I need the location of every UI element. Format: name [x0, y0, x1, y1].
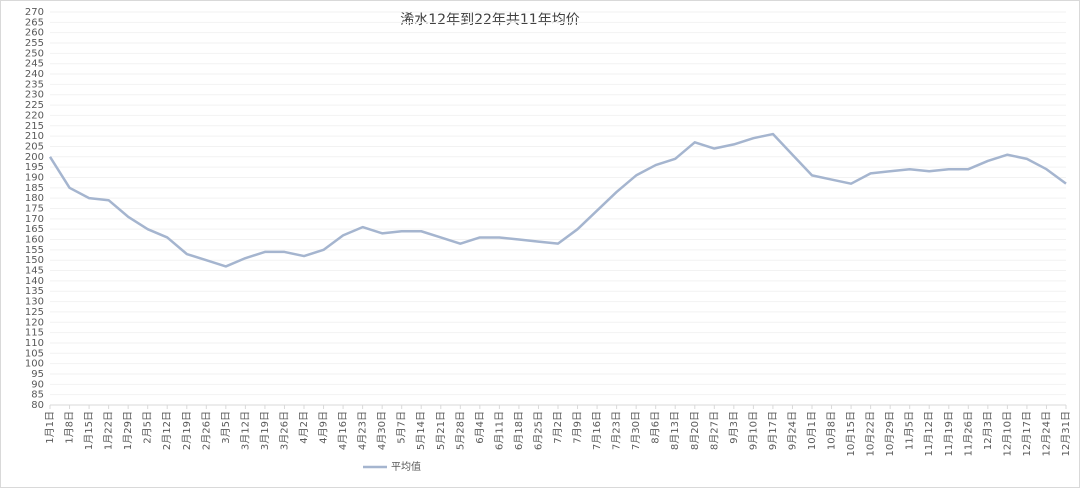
chart-title: 浠水12年到22年共11年均价 [400, 12, 579, 28]
y-tick-label: 100 [25, 359, 44, 370]
y-tick-label: 155 [25, 245, 44, 256]
x-tick-label: 12月17日 [1021, 411, 1033, 456]
x-tick-label: 7月9日 [572, 411, 584, 444]
x-tick-label: 7月2日 [552, 411, 564, 444]
y-tick-label: 255 [25, 38, 44, 49]
x-tick-label: 5月7日 [396, 411, 408, 444]
x-tick-label: 1月8日 [64, 411, 76, 444]
x-tick-label: 7月16日 [591, 411, 603, 450]
y-tick-label: 200 [25, 152, 44, 163]
x-tick-label: 11月26日 [962, 411, 974, 456]
y-tick-label: 185 [25, 183, 44, 194]
x-tick-label: 7月23日 [611, 411, 623, 450]
x-tick-label: 4月16日 [337, 411, 349, 450]
y-tick-label: 270 [25, 7, 44, 18]
x-tick-label: 4月23日 [357, 411, 369, 450]
y-tick-label: 110 [25, 338, 44, 349]
x-tick-label: 5月14日 [415, 411, 427, 450]
y-tick-label: 180 [25, 193, 44, 204]
x-tick-label: 10月1日 [806, 411, 818, 450]
x-tick-label: 12月10日 [1001, 411, 1013, 456]
y-tick-label: 240 [25, 69, 44, 80]
y-tick-label: 90 [31, 379, 44, 390]
y-tick-label: 130 [25, 297, 44, 308]
x-tick-label: 9月24日 [786, 411, 798, 450]
x-tick-label: 11月19日 [943, 411, 955, 456]
x-tick-label: 6月18日 [513, 411, 525, 450]
x-tick-label: 6月25日 [532, 411, 544, 450]
x-tick-label: 3月19日 [259, 411, 271, 450]
x-tick-label: 3月26日 [278, 411, 290, 450]
x-tick-label: 2月26日 [200, 411, 212, 450]
y-tick-label: 135 [25, 286, 44, 297]
x-tick-label: 9月10日 [747, 411, 759, 450]
x-tick-label: 3月12日 [239, 411, 251, 450]
x-tick-label: 10月15日 [845, 411, 857, 456]
x-tick-label: 3月5日 [220, 411, 232, 444]
x-tick-label: 2月19日 [181, 411, 193, 450]
x-tick-label: 10月8日 [826, 411, 838, 450]
y-tick-label: 230 [25, 90, 44, 101]
x-tick-label: 5月28日 [454, 411, 466, 450]
x-tick-label: 2月12日 [161, 411, 173, 450]
x-tick-label: 8月27日 [708, 411, 720, 450]
x-tick-label: 11月12日 [923, 411, 935, 456]
y-tick-label: 210 [25, 131, 44, 142]
x-tick-label: 5月21日 [435, 411, 447, 450]
y-tick-label: 150 [25, 255, 44, 266]
x-tick-label: 12月3日 [982, 411, 994, 450]
x-tick-label: 11月5日 [904, 411, 916, 450]
x-tick-label: 8月20日 [689, 411, 701, 450]
x-tick-label: 1月22日 [103, 411, 115, 450]
x-tick-label: 10月29日 [884, 411, 896, 456]
x-tick-label: 6月4日 [474, 411, 486, 444]
x-tick-label: 9月3日 [728, 411, 740, 444]
x-tick-label: 6月11日 [493, 411, 505, 450]
y-tick-label: 140 [25, 276, 44, 287]
y-tick-label: 250 [25, 48, 44, 59]
y-tick-label: 190 [25, 172, 44, 183]
y-tick-label: 85 [31, 390, 44, 401]
y-tick-label: 145 [25, 266, 44, 277]
legend-label: 平均值 [391, 460, 421, 473]
x-tick-label: 7月30日 [630, 411, 642, 450]
x-tick-label: 4月30日 [376, 411, 388, 450]
y-tick-label: 120 [25, 317, 44, 328]
y-tick-label: 95 [31, 369, 44, 380]
y-tick-label: 175 [25, 204, 44, 215]
y-tick-label: 115 [25, 328, 44, 339]
y-tick-label: 125 [25, 307, 44, 318]
y-tick-label: 80 [31, 400, 44, 411]
x-tick-label: 9月17日 [767, 411, 779, 450]
y-tick-label: 165 [25, 224, 44, 235]
x-tick-label: 4月9日 [318, 411, 330, 444]
y-tick-label: 170 [25, 214, 44, 225]
x-tick-label: 10月22日 [865, 411, 877, 456]
y-tick-label: 265 [25, 17, 44, 28]
x-tick-label: 8月13日 [669, 411, 681, 450]
y-tick-label: 235 [25, 79, 44, 90]
y-tick-label: 220 [25, 110, 44, 121]
x-tick-label: 1月29日 [122, 411, 134, 450]
y-tick-label: 245 [25, 59, 44, 70]
y-tick-label: 105 [25, 348, 44, 359]
x-tick-label: 1月1日 [44, 411, 56, 444]
line [48, 132, 1067, 268]
x-tick-label: 8月6日 [650, 411, 662, 444]
y-tick-label: 260 [25, 28, 44, 39]
y-tick-label: 205 [25, 141, 44, 152]
y-tick-label: 195 [25, 162, 44, 173]
y-tick-label: 225 [25, 100, 44, 111]
x-tick-label: 2月5日 [142, 411, 154, 444]
x-tick-label: 12月31日 [1060, 411, 1072, 456]
x-tick-label: 4月2日 [298, 411, 310, 444]
x-tick-label: 12月24日 [1040, 411, 1052, 456]
y-tick-label: 160 [25, 235, 44, 246]
y-tick-label: 215 [25, 121, 44, 132]
x-tick-label: 1月15日 [83, 411, 95, 450]
